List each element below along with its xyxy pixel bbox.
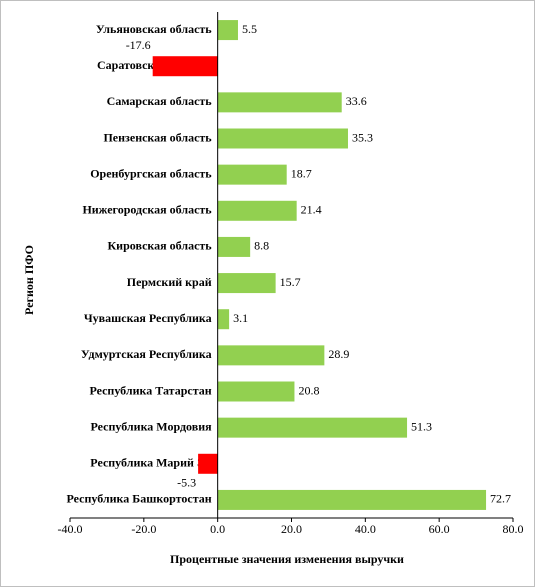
x-tick-label: -20.0	[131, 522, 156, 536]
y-tick-label: Самарская область	[107, 94, 213, 108]
value-label: 21.4	[301, 203, 322, 217]
bar	[152, 56, 218, 77]
y-tick-label: Чувашская Республика	[84, 311, 212, 325]
y-tick-label: Республика Мордовия	[91, 419, 213, 433]
y-axis-title: Регион ПФО	[22, 245, 36, 315]
bar	[217, 489, 487, 510]
y-tick-label: Нижегородская область	[82, 203, 212, 217]
bar	[217, 200, 297, 221]
y-tick-label: Кировская область	[107, 239, 212, 253]
bar	[217, 128, 348, 149]
value-label: 15.7	[280, 275, 301, 289]
value-label: 35.3	[352, 130, 373, 144]
y-tick-label: Республика Татарстан	[89, 383, 211, 397]
y-tick-label: Пермский край	[127, 275, 212, 289]
value-label: -17.6	[126, 38, 151, 52]
value-label: 72.7	[490, 492, 511, 506]
value-label: 3.1	[233, 311, 248, 325]
bar	[217, 417, 408, 438]
x-tick-label: -40.0	[58, 522, 83, 536]
bar	[217, 345, 325, 366]
y-tick-label: Пензенская область	[103, 130, 212, 144]
y-tick-label: Оренбургская область	[90, 166, 212, 180]
value-label: 33.6	[346, 94, 367, 108]
value-label: 8.8	[254, 239, 269, 253]
x-tick-label: 80.0	[503, 522, 524, 536]
bar	[217, 273, 276, 294]
x-tick-label: 60.0	[429, 522, 450, 536]
y-tick-label: Республика Башкортостан	[66, 492, 211, 506]
x-axis-title: Процентные значения изменения выручки	[170, 552, 404, 566]
y-tick-label: Удмуртская Республика	[81, 347, 212, 361]
value-label: 18.7	[291, 166, 312, 180]
bar	[217, 309, 230, 330]
value-label: 5.5	[242, 22, 257, 36]
x-tick-label: 0.0	[210, 522, 225, 536]
value-label: 20.8	[298, 383, 319, 397]
value-label: -5.3	[177, 476, 196, 490]
bar	[217, 236, 251, 257]
value-label: 51.3	[411, 419, 432, 433]
x-tick-label: 20.0	[281, 522, 302, 536]
y-tick-label: Республика Марий Эл	[90, 456, 212, 470]
x-tick-label: 40.0	[355, 522, 376, 536]
bar	[217, 164, 287, 185]
bar	[217, 92, 342, 113]
value-label: 28.9	[328, 347, 349, 361]
bar	[217, 381, 295, 402]
bar	[198, 453, 218, 474]
bar	[217, 20, 238, 41]
y-tick-label: Ульяновская область	[96, 22, 212, 36]
